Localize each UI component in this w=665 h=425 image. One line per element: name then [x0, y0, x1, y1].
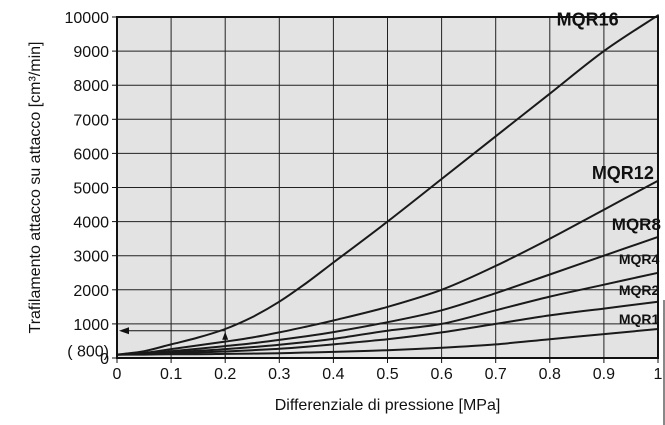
annotation: ( 800) — [67, 327, 229, 361]
y-tick-label: 9000 — [73, 44, 109, 61]
series-line-mqr12 — [116, 179, 659, 356]
x-axis-label: Differenziale di pressione [MPa] — [275, 397, 501, 414]
x-tick-label: 0.6 — [430, 366, 452, 383]
annotation-up-arrow-icon — [222, 331, 229, 340]
series-line-mqr16 — [116, 14, 659, 356]
y-tick-label: 3000 — [73, 249, 109, 266]
x-tick-label: 0.7 — [485, 366, 507, 383]
y-axis-label: Trafilamento attacco su attacco [cm³/min… — [27, 42, 44, 334]
series-label-mqr12: MQR12 — [592, 163, 654, 183]
x-tick-label: 0.4 — [322, 366, 344, 383]
series-label-mqr8: MQR8 — [612, 215, 661, 234]
plot-border — [116, 16, 659, 359]
x-tick-label: 0 — [113, 366, 122, 383]
axis-ticks: 0 0.1 0.2 0.3 0.4 0.5 0.6 0.7 0.8 0.9 1 0 1000 2000 30… — [65, 10, 663, 383]
series-lines — [116, 14, 659, 356]
y-tick-label: 4000 — [73, 215, 109, 232]
x-tick-label: 0.8 — [539, 366, 561, 383]
series-line-mqr8 — [116, 235, 659, 356]
annotation-arrowhead-icon — [119, 327, 129, 335]
series-labels: MQR16 MQR12 MQR8 MQR4 MQR2 MQR1 — [557, 10, 661, 327]
x-tick-label: 0.2 — [214, 366, 236, 383]
y-tick-label: 1000 — [73, 317, 109, 334]
y-tick-label: 2000 — [73, 283, 109, 300]
y-tick-label: 5000 — [73, 181, 109, 198]
x-tick-label: 1 — [654, 366, 663, 383]
series-line-mqr1 — [116, 328, 659, 356]
series-label-mqr4: MQR4 — [619, 251, 660, 267]
series-label-mqr16: MQR16 — [557, 10, 619, 30]
x-tick-label: 0.5 — [376, 366, 398, 383]
x-tick-label: 0.1 — [160, 366, 182, 383]
y-tick-label: 0 — [100, 351, 109, 368]
series-label-mqr1: MQR1 — [619, 311, 660, 327]
y-tick-label: 10000 — [65, 10, 110, 27]
y-tick-label: 6000 — [73, 146, 109, 163]
y-tick-label: 8000 — [73, 78, 109, 95]
annotation-label: ( 800) — [67, 344, 109, 361]
x-tick-label: 0.9 — [593, 366, 615, 383]
series-label-mqr2: MQR2 — [619, 282, 660, 298]
series-line-mqr4 — [116, 271, 659, 356]
x-tick-label: 0.3 — [268, 366, 290, 383]
y-tick-label: 7000 — [73, 112, 109, 129]
